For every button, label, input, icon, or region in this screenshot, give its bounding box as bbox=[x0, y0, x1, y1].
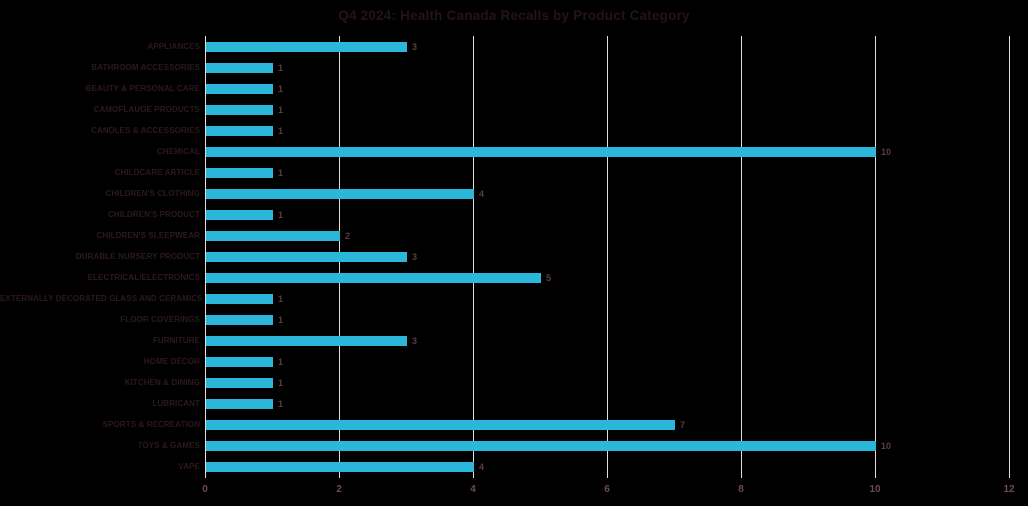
bar bbox=[206, 84, 273, 94]
gridline-x-12 bbox=[1009, 36, 1010, 478]
x-tick-label-6: 6 bbox=[604, 484, 610, 495]
category-label: BATHROOM ACCESSORIES bbox=[91, 63, 200, 72]
bar bbox=[206, 462, 474, 472]
bar bbox=[206, 378, 273, 388]
data-label: 1 bbox=[278, 315, 284, 325]
bar bbox=[206, 357, 273, 367]
gridline-x-10 bbox=[875, 36, 876, 478]
data-label: 1 bbox=[278, 210, 284, 220]
data-label: 1 bbox=[278, 63, 284, 73]
data-label: 3 bbox=[412, 252, 418, 262]
category-label: ELECTRICAL/ELECTRONICS bbox=[87, 273, 200, 282]
bar bbox=[206, 168, 273, 178]
category-label: CAMOFLAUGE PRODUCTS bbox=[93, 105, 200, 114]
data-label: 3 bbox=[412, 336, 418, 346]
category-label: KITCHEN & DINING bbox=[124, 378, 200, 387]
gridline-x-6 bbox=[607, 36, 608, 478]
category-label: FURNITURE bbox=[152, 336, 200, 345]
category-label: HOME DÉCOR bbox=[143, 357, 200, 366]
gridline-x-8 bbox=[741, 36, 742, 478]
bar bbox=[206, 441, 876, 451]
data-label: 1 bbox=[278, 168, 284, 178]
bar bbox=[206, 42, 407, 52]
data-label: 4 bbox=[479, 462, 485, 472]
category-label: LUBRICANT bbox=[152, 399, 200, 408]
data-label: 7 bbox=[680, 420, 686, 430]
bar bbox=[206, 336, 407, 346]
category-label: CHILDREN'S PRODUCT bbox=[107, 210, 200, 219]
category-label: CHILDREN'S CLOTHING bbox=[105, 189, 200, 198]
chart-title: Q4 2024: Health Canada Recalls by Produc… bbox=[338, 8, 690, 23]
bar bbox=[206, 210, 273, 220]
bar bbox=[206, 147, 876, 157]
plot-area bbox=[205, 36, 1010, 478]
category-label: CHEMICAL bbox=[156, 147, 200, 156]
bar bbox=[206, 63, 273, 73]
category-label: DURABLE NURSERY PRODUCT bbox=[75, 252, 200, 261]
bar bbox=[206, 105, 273, 115]
x-tick-label-4: 4 bbox=[470, 484, 476, 495]
data-label: 1 bbox=[278, 84, 284, 94]
category-label: EXTERNALLY DECORATED GLASS AND CERAMICS bbox=[0, 294, 203, 303]
bar bbox=[206, 273, 541, 283]
category-label: FLOOR COVERINGS bbox=[120, 315, 200, 324]
data-label: 5 bbox=[546, 273, 552, 283]
bar bbox=[206, 420, 675, 430]
category-label: TOYS & GAMES bbox=[137, 441, 200, 450]
category-label: CHILDCARE ARTICLE bbox=[114, 168, 200, 177]
category-label: SPORTS & RECREATION bbox=[102, 420, 200, 429]
category-label: CANDLES & ACCESSORIES bbox=[91, 126, 200, 135]
x-tick-label-0: 0 bbox=[202, 484, 208, 495]
category-label: VAPE bbox=[178, 462, 200, 471]
x-tick-label-8: 8 bbox=[738, 484, 744, 495]
data-label: 1 bbox=[278, 105, 284, 115]
category-label: CHILDREN'S SLEEPWEAR bbox=[96, 231, 200, 240]
bar bbox=[206, 315, 273, 325]
data-label: 1 bbox=[278, 357, 284, 367]
data-label: 10 bbox=[881, 147, 892, 157]
category-label: APPLIANCES bbox=[147, 42, 200, 51]
data-label: 1 bbox=[278, 126, 284, 136]
bar bbox=[206, 294, 273, 304]
data-label: 2 bbox=[345, 231, 351, 241]
x-tick-label-12: 12 bbox=[1003, 484, 1015, 495]
bar bbox=[206, 126, 273, 136]
data-label: 4 bbox=[479, 189, 485, 199]
gridline-x-4 bbox=[473, 36, 474, 478]
y-axis-line bbox=[205, 36, 206, 478]
data-label: 1 bbox=[278, 378, 284, 388]
data-label: 1 bbox=[278, 399, 284, 409]
data-label: 10 bbox=[881, 441, 892, 451]
category-label: BEAUTY & PERSONAL CARE bbox=[85, 84, 200, 93]
data-label: 3 bbox=[412, 42, 418, 52]
bar bbox=[206, 252, 407, 262]
bar bbox=[206, 399, 273, 409]
bar bbox=[206, 189, 474, 199]
x-tick-label-2: 2 bbox=[336, 484, 342, 495]
x-tick-label-10: 10 bbox=[869, 484, 881, 495]
data-label: 1 bbox=[278, 294, 284, 304]
bar bbox=[206, 231, 340, 241]
